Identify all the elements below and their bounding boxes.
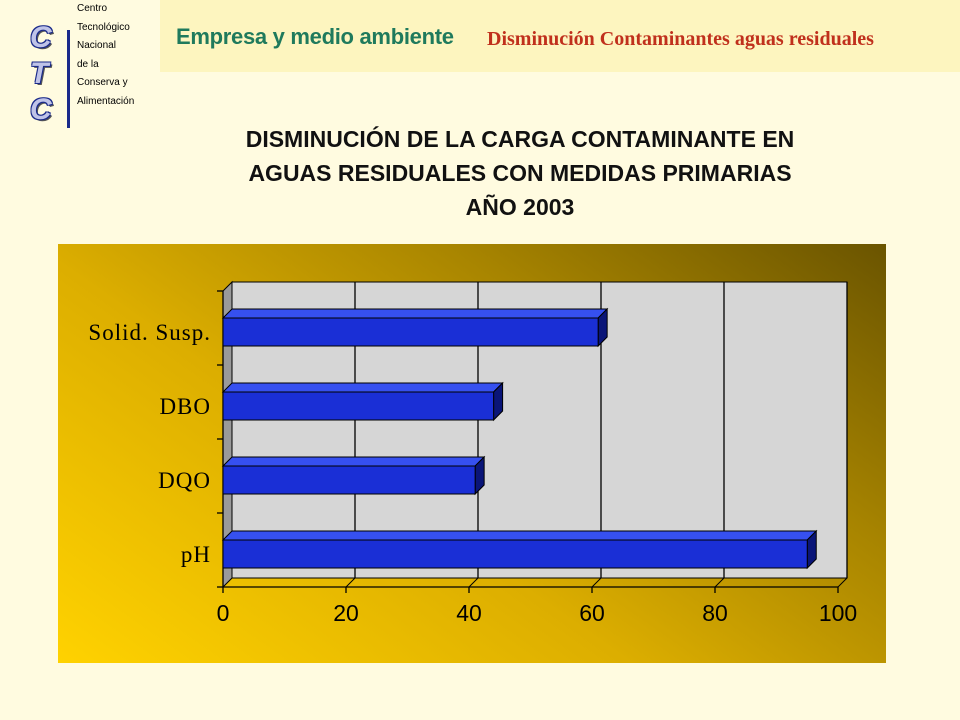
org-line: de la <box>77 58 99 70</box>
topic-title: Disminución Contaminantes aguas residual… <box>487 28 874 50</box>
bar-solid-susp <box>222 317 599 347</box>
grid-floor-line <box>468 577 479 588</box>
bar-chart: 0 20 40 60 80 100 Solid. Susp. DBO DQO pH <box>88 280 857 626</box>
slide-title-line: AGUAS RESIDUALES CON MEDIDAS PRIMARIAS <box>248 160 792 186</box>
org-line: Nacional <box>77 40 116 51</box>
x-tick-label: 100 <box>819 600 857 626</box>
bar-top <box>221 382 504 393</box>
logo-divider <box>67 30 70 128</box>
x-tick-label: 40 <box>456 600 482 626</box>
org-line: Tecnológico <box>77 21 130 33</box>
logo-letter-c2: C <box>30 93 52 126</box>
grid-floor-line <box>345 577 356 588</box>
ctc-logo: C T C <box>30 20 60 128</box>
org-line: Centro <box>77 3 108 14</box>
section-title: Empresa y medio ambiente <box>176 24 454 49</box>
x-tick-label: 0 <box>217 600 230 626</box>
chart-panel: 0 20 40 60 80 100 Solid. Susp. DBO DQO pH <box>58 244 886 663</box>
bar-top <box>221 456 486 467</box>
bar-ph <box>222 539 808 569</box>
org-line: Alimentación <box>77 95 135 107</box>
y-category-label: DBO <box>159 394 211 419</box>
grid-floor-line <box>591 577 602 588</box>
x-tick-label: 80 <box>702 600 728 626</box>
y-category-label: Solid. Susp. <box>88 320 211 345</box>
grid-floor-line <box>714 577 725 588</box>
bar-top <box>221 308 609 319</box>
header-band <box>160 0 960 72</box>
bar-dbo <box>222 391 495 421</box>
logo-letter-t: T <box>30 57 49 90</box>
org-line: Conserva y <box>77 77 128 88</box>
y-category-label: DQO <box>158 468 211 493</box>
x-tick-label: 20 <box>333 600 359 626</box>
slide-title: DISMINUCIÓN DE LA CARGA CONTAMINANTE EN … <box>160 122 880 224</box>
grid-floor-line <box>837 577 848 588</box>
logo-letter-c1: C <box>30 21 52 54</box>
slide-title-line: DISMINUCIÓN DE LA CARGA CONTAMINANTE EN <box>245 126 795 152</box>
organization-name: Centro Tecnológico Nacional de la Conser… <box>77 0 134 111</box>
y-category-label: pH <box>181 542 211 567</box>
bar-dqo <box>222 465 476 495</box>
bar-top <box>221 530 818 541</box>
slide-title-line: AÑO 2003 <box>465 194 575 220</box>
x-tick-label: 60 <box>579 600 605 626</box>
